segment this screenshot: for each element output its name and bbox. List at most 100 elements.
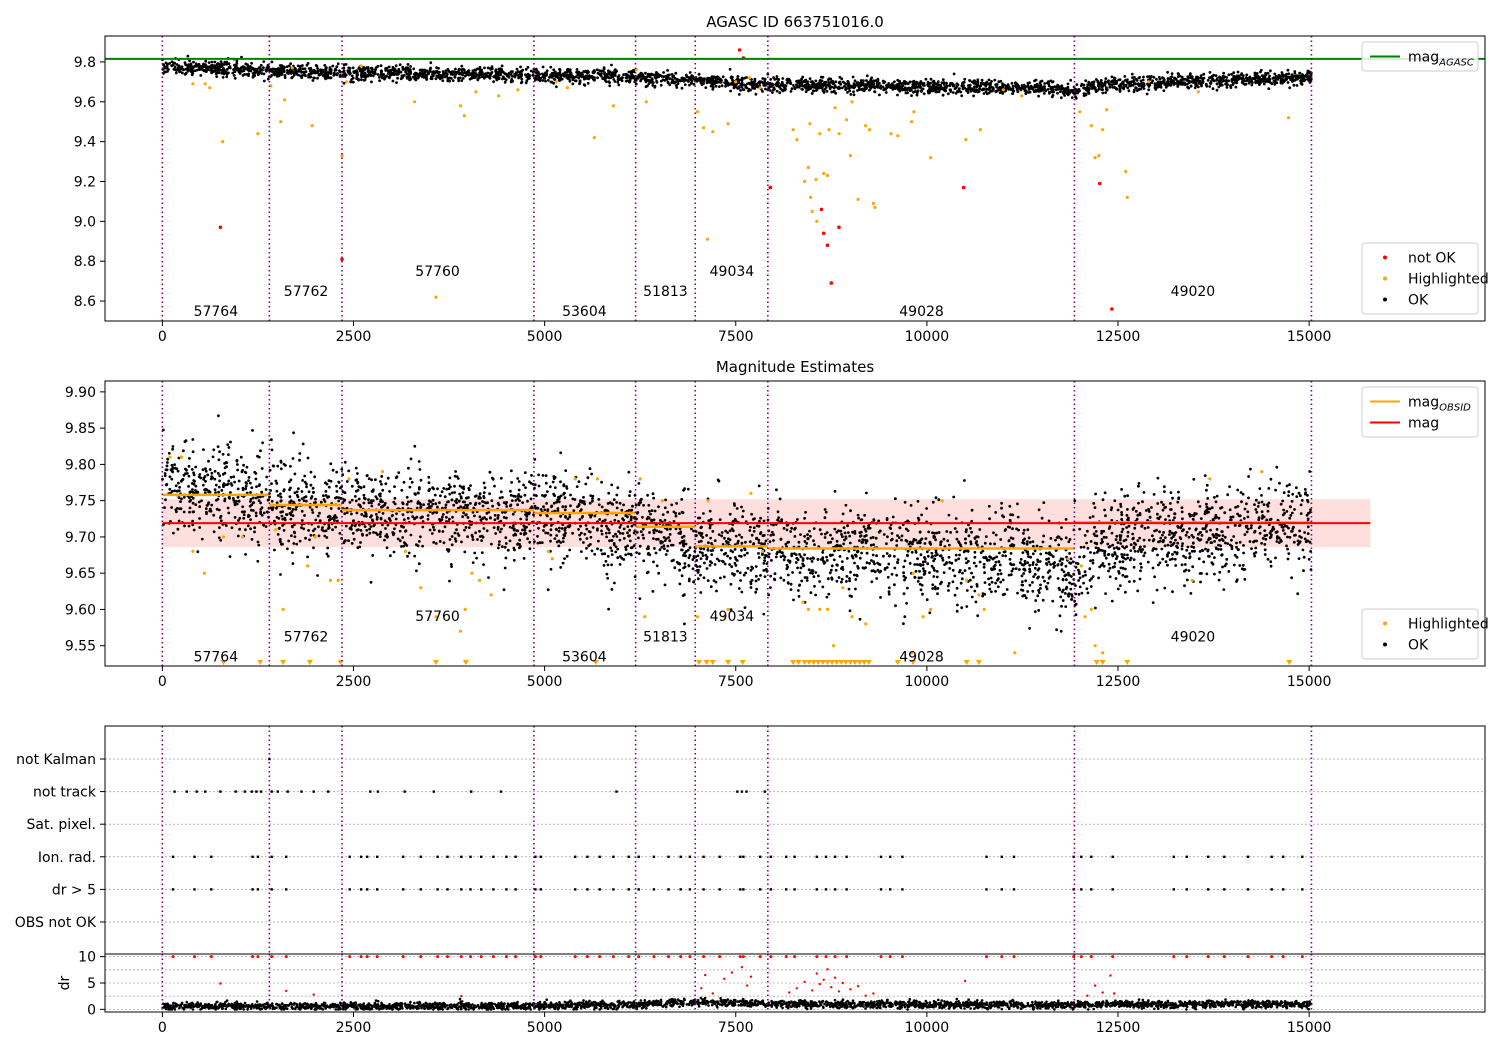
panel1-ok-point: [913, 90, 917, 93]
panel2-ok-point: [840, 560, 844, 563]
panel1-ok-point: [227, 71, 230, 75]
panel2-ok-point: [893, 554, 896, 558]
panel1-ok-point: [856, 81, 860, 85]
panel2-ok-point: [578, 537, 582, 541]
panel2-ok-point: [1057, 543, 1061, 547]
panel2-ok-point: [257, 499, 261, 502]
panel2-ok-point: [453, 531, 457, 535]
panel1-ok-point: [1139, 84, 1143, 87]
panel2-ok-point: [198, 526, 202, 529]
panel2-ok-point: [600, 532, 604, 536]
panel1-ok-point: [1024, 89, 1028, 93]
panel1-ok-point: [556, 74, 559, 78]
panel2-ok-point: [612, 542, 616, 545]
panel1-ok-point: [1280, 71, 1284, 74]
panel1-ok-point: [915, 93, 919, 97]
panel2-ok-point: [1163, 544, 1167, 548]
panel2-ok-point: [849, 509, 852, 513]
panel1-ok-point: [984, 84, 988, 88]
panel1-highlighted-point: [910, 120, 914, 124]
panel2-ok-point: [564, 505, 568, 509]
panel1-ok-point: [1056, 91, 1059, 95]
panel1-ok-point: [832, 89, 836, 93]
panel1-ok-point: [492, 80, 495, 83]
panel1-ok-point: [1259, 81, 1262, 85]
panel2-ok-point: [744, 571, 748, 575]
panel2-ok-point: [808, 529, 811, 533]
panel2-ok-point: [523, 493, 527, 497]
panel2-ok-point: [728, 563, 731, 566]
panel1-ok-point: [1293, 70, 1297, 73]
panel1-highlighted-point: [837, 132, 841, 136]
panel1-ok-point: [1267, 87, 1271, 90]
panel2-ok-point: [177, 489, 181, 493]
panel2-ok-point: [242, 513, 246, 517]
panel1-ok-point: [869, 86, 873, 90]
panel1-ok-point: [226, 67, 229, 71]
panel2-ok-point: [501, 496, 504, 499]
panel1-ok-point: [834, 91, 838, 95]
panel2-ok-point: [217, 490, 221, 494]
panel1-ok-point: [188, 59, 192, 63]
panel1-ok-point: [1199, 76, 1202, 80]
panel1-ok-point: [369, 66, 373, 70]
panel1-ok-point: [650, 77, 654, 81]
panel1-ok-point: [489, 68, 493, 71]
panel1-ok-point: [262, 72, 266, 76]
panel2-ok-point: [865, 561, 869, 565]
panel2-ok-point: [708, 526, 712, 530]
panel1-ok-point: [336, 72, 340, 75]
panel1-highlighted-point: [644, 100, 648, 104]
panel1-ok-point: [1236, 70, 1240, 74]
panel1-ok-point: [483, 66, 486, 70]
panel1-ok-point: [684, 78, 688, 82]
panel2-ok-point: [658, 548, 662, 552]
panel2-ok-point: [1243, 507, 1247, 511]
panel1-highlighted-point: [833, 106, 837, 110]
panel2-ok-point: [876, 568, 880, 572]
panel2-ok-point: [809, 591, 813, 595]
panel2-ok-point: [1081, 574, 1085, 578]
panel2-ok-point: [797, 540, 801, 544]
panel1-ok-point: [1122, 83, 1126, 87]
panel2-ok-point: [1247, 475, 1250, 478]
panel1-ok-point: [826, 83, 830, 87]
panel1-ok-point: [639, 79, 642, 83]
panel2-ok-point: [1238, 540, 1242, 544]
panel1-ok-point: [849, 93, 853, 96]
panel2-ok-point: [928, 540, 932, 544]
panel1-ok-point: [526, 72, 530, 76]
panel1-ok-point: [670, 81, 674, 85]
panel1-ok-point: [393, 67, 397, 71]
panel1-ok-point: [262, 60, 266, 63]
panel2-ok-point: [219, 519, 223, 523]
panel2-ok-point: [378, 532, 382, 536]
panel1-ok-point: [1059, 96, 1063, 100]
panel1-lower-legend-marker-swatch: [1383, 255, 1387, 260]
panel1-highlighted-point: [929, 156, 933, 160]
panel1-ok-point: [578, 81, 582, 84]
panel2-ok-point: [1009, 552, 1013, 555]
panel2-ok-point: [780, 518, 784, 522]
panel2-ok-point: [1163, 485, 1166, 489]
panel2-ok-point: [978, 528, 982, 531]
panel2-ok-point: [310, 495, 314, 498]
panel1-ok-point: [811, 80, 814, 83]
panel1-ok-point: [668, 83, 672, 87]
panel1-ok-point: [1231, 77, 1235, 80]
panel2-ok-point: [1185, 548, 1189, 552]
panel1-ok-point: [401, 68, 405, 71]
panel1-ok-point: [670, 78, 674, 81]
panel2-ok-point: [512, 558, 516, 562]
panel1-highlighted-point: [825, 173, 830, 178]
panel2-ok-point: [295, 490, 299, 494]
panel1-ok-point: [909, 80, 912, 84]
panel1-ok-point: [1135, 89, 1139, 92]
panel2-ok-point: [970, 585, 973, 589]
panel1-ok-point: [801, 84, 805, 88]
panel1-ok-point: [855, 83, 858, 86]
panel1-ok-point: [830, 90, 834, 94]
panel2-ok-point: [316, 514, 320, 518]
panel1-ok-point: [724, 78, 727, 82]
panel1-ok-point: [1254, 76, 1258, 79]
